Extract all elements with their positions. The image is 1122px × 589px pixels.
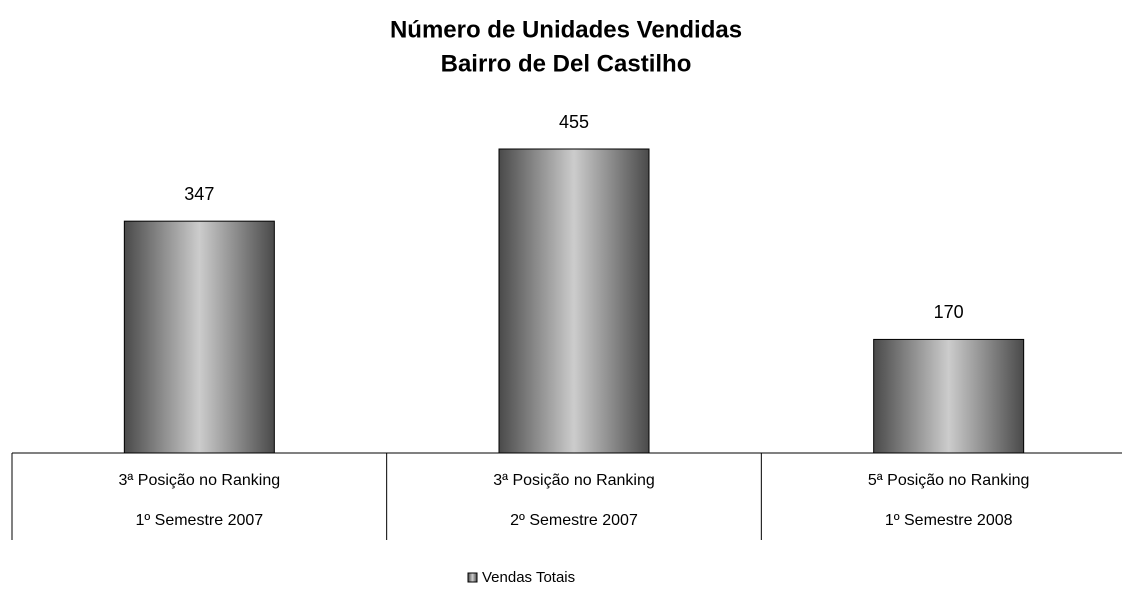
x-tick-label: 2º Semestre 2007 [510,512,638,529]
x-tick-label: 1º Semestre 2008 [885,512,1013,529]
legend-label: Vendas Totais [482,569,575,586]
data-label: 170 [934,302,964,322]
x-tick-label: 3ª Posição no Ranking [493,472,655,489]
data-label: 347 [184,184,214,204]
chart-subtitle: Bairro de Del Castilho [441,50,692,77]
bar [123,220,275,454]
data-label: 455 [559,112,589,132]
legend-swatch [467,572,478,583]
bar [873,338,1025,454]
x-tick-label: 3ª Posição no Ranking [119,472,281,489]
x-tick-label: 5ª Posição no Ranking [868,472,1030,489]
x-tick-label: 1º Semestre 2007 [135,512,263,529]
bar [498,148,650,454]
chart-title: Número de Unidades Vendidas [390,16,742,43]
